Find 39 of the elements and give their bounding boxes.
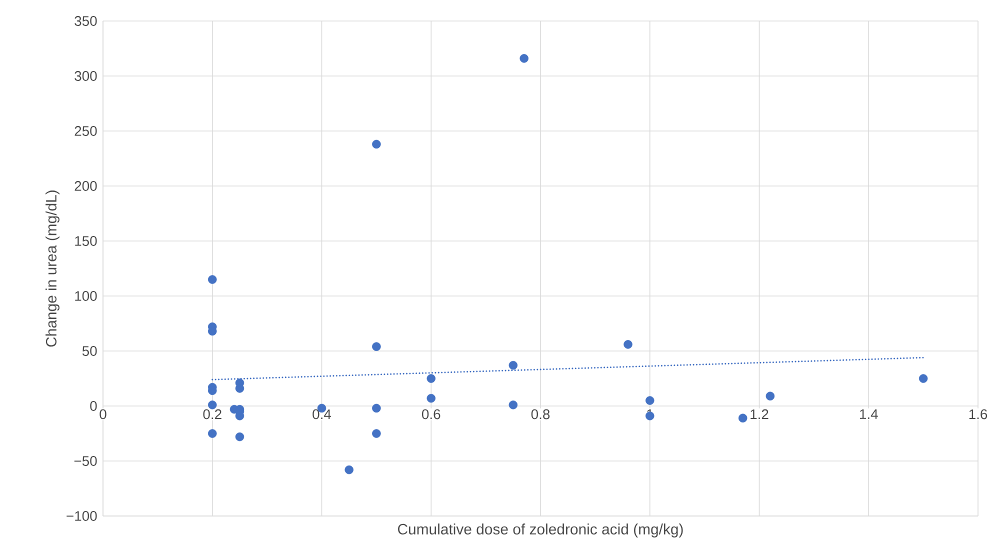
point [646, 396, 654, 405]
point [208, 400, 217, 410]
y-tick-label: −50 [74, 456, 97, 466]
x-tick-label: 1.2 [750, 409, 768, 420]
x-tick-label: 0.8 [531, 409, 550, 420]
y-tick-label: 200 [74, 181, 97, 191]
point [372, 429, 381, 438]
point [918, 374, 928, 383]
x-tick-label: 0 [100, 409, 106, 420]
y-tick-label: 350 [74, 16, 97, 26]
point [738, 414, 748, 422]
point [372, 140, 381, 149]
y-tick-label: 100 [75, 291, 97, 301]
point [624, 340, 632, 349]
point [508, 360, 518, 370]
y-tick-label: 0 [90, 401, 97, 411]
x-tick-label: 1.6 [969, 409, 988, 420]
y-tick-label: 50 [82, 346, 97, 356]
x-tick-label: 0.2 [203, 409, 222, 420]
point [235, 432, 244, 442]
y-tick-label: 250 [74, 126, 97, 136]
point [372, 342, 381, 351]
x-tick-label: 0.6 [422, 409, 440, 420]
point [372, 404, 381, 413]
point [508, 400, 518, 410]
y-tick-label: 150 [75, 236, 97, 246]
x-tick-label: 0.4 [312, 409, 332, 420]
x-axis-title: Cumulative dose of zoledronic acid (mg/kg) [398, 524, 683, 538]
point [520, 54, 528, 63]
y-tick-label: 300 [74, 71, 97, 81]
point [426, 394, 436, 403]
x-tick-label: 1.4 [860, 409, 878, 419]
point [426, 374, 436, 383]
y-axis-title: Change in urea (mg/dL) [46, 190, 60, 347]
y-tick-label: −100 [66, 511, 97, 521]
point [766, 392, 775, 400]
point [208, 275, 217, 284]
point [208, 429, 217, 438]
point [344, 465, 354, 474]
